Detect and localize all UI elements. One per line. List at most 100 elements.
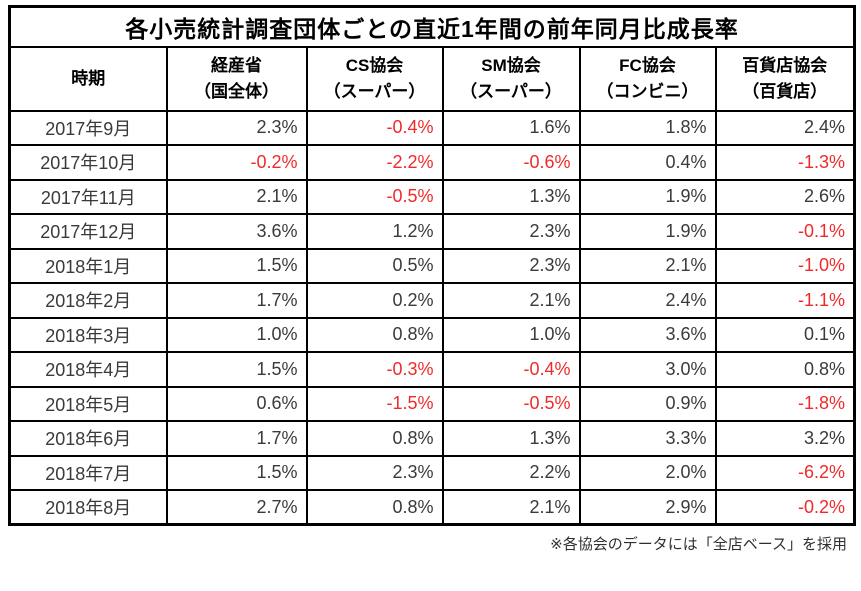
growth-value: 2.1% — [578, 247, 717, 284]
growth-value: 2.3% — [441, 213, 581, 250]
growth-value: 1.0% — [165, 316, 308, 353]
growth-value: 2.1% — [441, 489, 581, 526]
header-row: 時期 経産省 （国全体） CS協会 （スーパー） SM協会 （スーパー） FC協… — [8, 45, 856, 112]
growth-value: 0.6% — [165, 385, 308, 422]
growth-value: 1.5% — [165, 247, 308, 284]
growth-value: 0.8% — [305, 489, 444, 526]
growth-value: -1.1% — [714, 282, 856, 319]
column-header-sublabel: （百貨店） — [742, 81, 828, 101]
growth-value: -1.3% — [714, 144, 856, 181]
growth-value: 1.9% — [578, 178, 717, 215]
column-header-sublabel: （コンビニ） — [596, 81, 699, 101]
growth-value: 1.3% — [441, 420, 581, 457]
table-row: 2017年11月 2.1% -0.5% 1.3% 1.9% 2.6% — [8, 178, 856, 215]
growth-value: 1.2% — [305, 213, 444, 250]
column-header-dept: 百貨店協会 （百貨店） — [714, 45, 856, 112]
growth-value: 1.5% — [165, 454, 308, 491]
table-row: 2018年4月 1.5% -0.3% -0.4% 3.0% 0.8% — [8, 351, 856, 388]
table-row: 2017年12月 3.6% 1.2% 2.3% 1.9% -0.1% — [8, 213, 856, 250]
column-header-sublabel: （スーパー） — [323, 81, 426, 101]
column-header-label: 時期 — [71, 68, 106, 88]
growth-value: 2.9% — [578, 489, 717, 526]
table-row: 2017年10月 -0.2% -2.2% -0.6% 0.4% -1.3% — [8, 144, 856, 181]
growth-value: 2.1% — [165, 178, 308, 215]
growth-value: 3.3% — [578, 420, 717, 457]
growth-value: 2.3% — [305, 454, 444, 491]
growth-value: 3.6% — [578, 316, 717, 353]
growth-value: 0.1% — [714, 316, 856, 353]
growth-rate-table: 各小売統計調査団体ごとの直近1年間の前年同月比成長率 時期 経産省 （国全体） … — [8, 5, 856, 526]
growth-value: 1.5% — [165, 351, 308, 388]
growth-value: 0.4% — [578, 144, 717, 181]
growth-value: 2.3% — [441, 247, 581, 284]
growth-value: -0.1% — [714, 213, 856, 250]
column-header-label: 百貨店協会 — [742, 55, 828, 75]
growth-value: 3.2% — [714, 420, 856, 457]
growth-value: 2.3% — [165, 109, 308, 146]
growth-value: -6.2% — [714, 454, 856, 491]
column-header-cs: CS協会 （スーパー） — [305, 45, 444, 112]
growth-value: 1.9% — [578, 213, 717, 250]
growth-value: 3.0% — [578, 351, 717, 388]
growth-value: -0.6% — [441, 144, 581, 181]
growth-value: 1.7% — [165, 420, 308, 457]
growth-value: -2.2% — [305, 144, 444, 181]
row-period: 2018年6月 — [8, 420, 168, 457]
table-row: 2018年6月 1.7% 0.8% 1.3% 3.3% 3.2% — [8, 420, 856, 457]
table-row: 2018年2月 1.7% 0.2% 2.1% 2.4% -1.1% — [8, 282, 856, 319]
growth-value: -1.8% — [714, 385, 856, 422]
growth-value: 0.8% — [305, 316, 444, 353]
growth-value: -0.5% — [305, 178, 444, 215]
growth-value: 2.4% — [714, 109, 856, 146]
growth-value: 2.2% — [441, 454, 581, 491]
row-period: 2017年10月 — [8, 144, 168, 181]
growth-value: -0.2% — [165, 144, 308, 181]
table-row: 2018年5月 0.6% -1.5% -0.5% 0.9% -1.8% — [8, 385, 856, 422]
footnote: ※各協会のデータには「全店ベース」を採用 — [550, 536, 847, 553]
row-period: 2018年2月 — [8, 282, 168, 319]
growth-value: 1.8% — [578, 109, 717, 146]
growth-value: 2.7% — [165, 489, 308, 526]
table-row: 2018年8月 2.7% 0.8% 2.1% 2.9% -0.2% — [8, 489, 856, 526]
column-header-period: 時期 — [8, 45, 168, 112]
growth-value: 3.6% — [165, 213, 308, 250]
growth-value: -1.0% — [714, 247, 856, 284]
column-header-label: CS協会 — [345, 55, 404, 75]
column-header-fc: FC協会 （コンビニ） — [578, 45, 717, 112]
growth-value: 0.8% — [305, 420, 444, 457]
title-row: 各小売統計調査団体ごとの直近1年間の前年同月比成長率 — [8, 5, 856, 48]
table-row: 2017年9月 2.3% -0.4% 1.6% 1.8% 2.4% — [8, 109, 856, 146]
table-row: 2018年1月 1.5% 0.5% 2.3% 2.1% -1.0% — [8, 247, 856, 284]
growth-value: 1.7% — [165, 282, 308, 319]
growth-value: 1.3% — [441, 178, 581, 215]
growth-value: 2.1% — [441, 282, 581, 319]
growth-value: -1.5% — [305, 385, 444, 422]
growth-value: 1.6% — [441, 109, 581, 146]
growth-value: 2.0% — [578, 454, 717, 491]
column-header-label: 経産省 — [211, 55, 262, 75]
row-period: 2018年3月 — [8, 316, 168, 353]
growth-value: -0.5% — [441, 385, 581, 422]
growth-value: 0.5% — [305, 247, 444, 284]
column-header-label: SM協会 — [481, 55, 541, 75]
table-body: 2017年9月 2.3% -0.4% 1.6% 1.8% 2.4% 2017年10月 -0.2… — [8, 109, 856, 526]
growth-value: 0.8% — [714, 351, 856, 388]
growth-value: 2.6% — [714, 178, 856, 215]
growth-value: 2.4% — [578, 282, 717, 319]
growth-value: -0.2% — [714, 489, 856, 526]
column-header-sublabel: （スーパー） — [460, 81, 562, 101]
column-header-sublabel: （国全体） — [194, 81, 279, 101]
growth-value: -0.4% — [305, 109, 444, 146]
row-period: 2017年9月 — [8, 109, 168, 146]
table-row: 2018年3月 1.0% 0.8% 1.0% 3.6% 0.1% — [8, 316, 856, 353]
column-header-label: FC協会 — [619, 55, 676, 75]
table-title: 各小売統計調査団体ごとの直近1年間の前年同月比成長率 — [8, 5, 856, 48]
row-period: 2018年7月 — [8, 454, 168, 491]
table-row: 2018年7月 1.5% 2.3% 2.2% 2.0% -6.2% — [8, 454, 856, 491]
row-period: 2017年12月 — [8, 213, 168, 250]
column-header-meti: 経産省 （国全体） — [165, 45, 308, 112]
row-period: 2018年5月 — [8, 385, 168, 422]
row-period: 2017年11月 — [8, 178, 168, 215]
growth-value: -0.3% — [305, 351, 444, 388]
